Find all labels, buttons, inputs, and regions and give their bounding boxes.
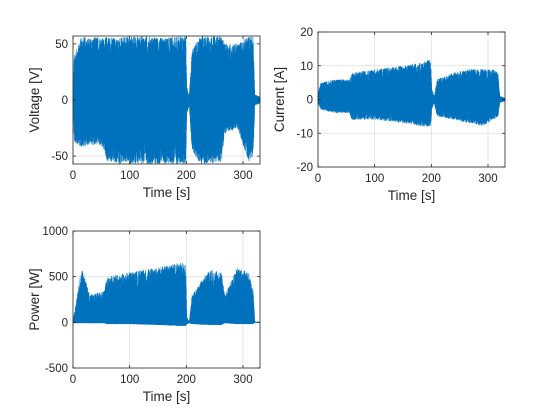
y-tick-label: 0 (62, 317, 68, 329)
y-tick-label: 0 (62, 95, 68, 107)
y-axis-label: Voltage [V] (27, 67, 42, 132)
y-axis-label: Power [W] (27, 268, 42, 330)
y-tick-label: -500 (45, 363, 68, 375)
y-tick-label: 0 (307, 95, 313, 107)
y-axis-label: Current [A] (272, 67, 287, 132)
x-tick-label: 0 (70, 374, 76, 386)
x-tick-label: 0 (70, 170, 76, 182)
y-tick-label: 10 (300, 61, 313, 73)
x-tick-label: 300 (233, 170, 252, 182)
x-tick-label: 100 (120, 170, 139, 182)
current-plot: 0 100 200 300 -20 -10 0 10 20 Time [s] Current [A] (272, 27, 506, 203)
x-axis-label: Time [s] (143, 389, 191, 404)
y-tick-label: 500 (49, 272, 68, 284)
x-tick-label: 200 (177, 374, 196, 386)
y-tick-label: 50 (55, 39, 68, 51)
x-tick-label: 300 (478, 173, 497, 185)
x-tick-label: 300 (233, 374, 252, 386)
x-tick-label: 0 (315, 173, 321, 185)
x-tick-label: 200 (177, 170, 196, 182)
x-tick-label: 100 (365, 173, 384, 185)
y-tick-label: 1000 (42, 226, 68, 238)
y-tick-label: -50 (51, 151, 68, 163)
y-tick-label: -20 (296, 162, 313, 174)
y-tick-label: 20 (300, 27, 313, 39)
x-tick-label: 100 (120, 374, 139, 386)
x-tick-label: 200 (422, 173, 441, 185)
axes-box (72, 230, 261, 369)
x-axis-label: Time [s] (143, 185, 191, 200)
y-tick-label: -10 (296, 128, 313, 140)
x-axis-label: Time [s] (388, 188, 436, 203)
